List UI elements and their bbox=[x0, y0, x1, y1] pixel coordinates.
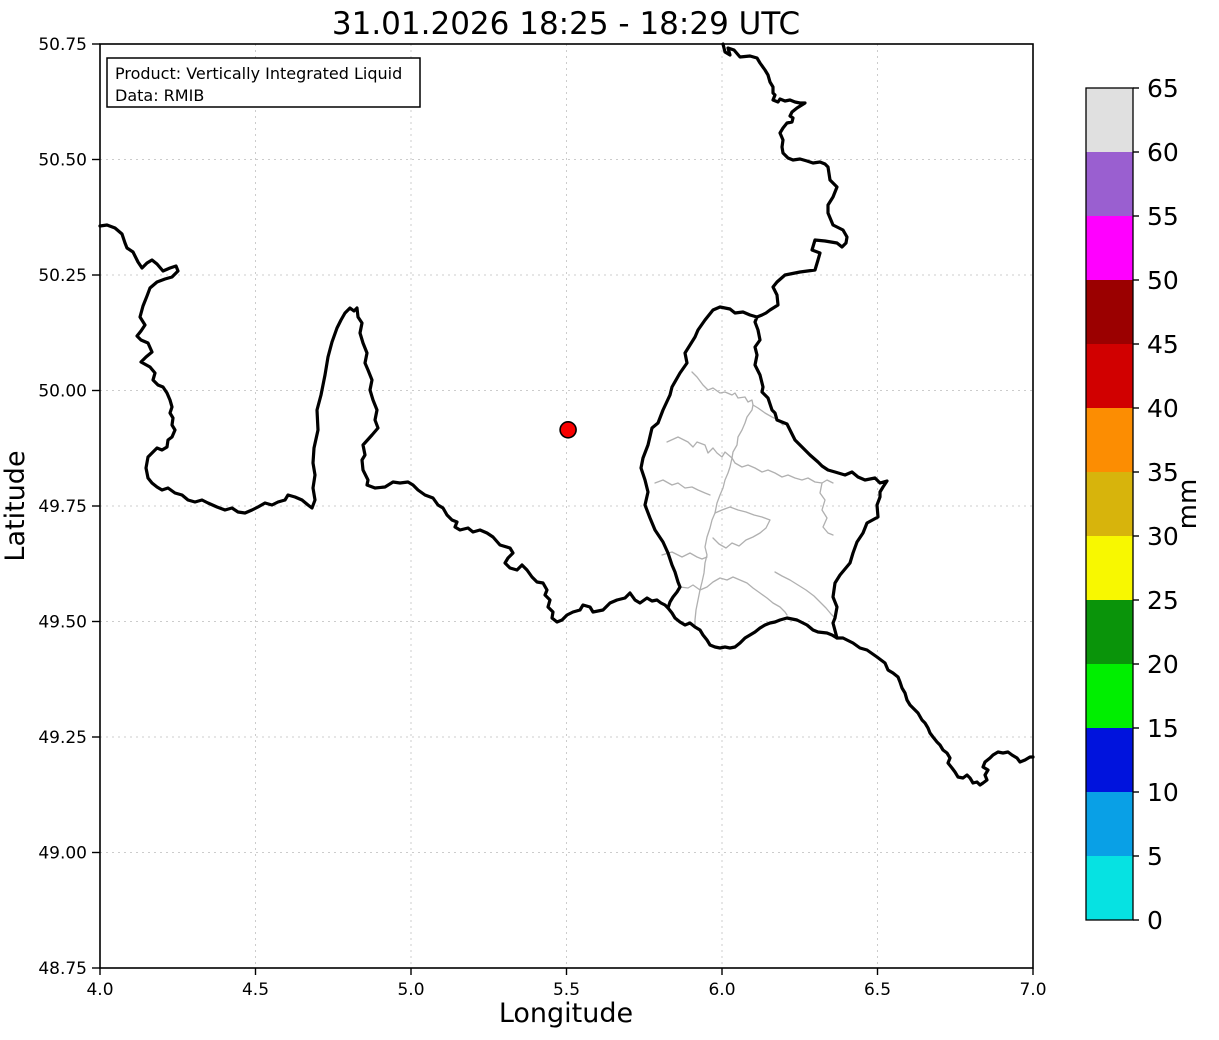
colorbar-tick-label: 55 bbox=[1147, 202, 1179, 231]
x-tick-label: 7.0 bbox=[1019, 980, 1046, 1000]
y-tick-label: 50.75 bbox=[38, 35, 87, 55]
colorbar-tick-label: 30 bbox=[1147, 522, 1179, 551]
info-box-product-line: Product: Vertically Integrated Liquid bbox=[115, 64, 402, 83]
radar-site-marker bbox=[559, 420, 577, 439]
y-tick-label: 49.50 bbox=[38, 613, 87, 633]
colorbar-tick-label: 50 bbox=[1147, 266, 1179, 295]
colorbar-segment bbox=[1086, 664, 1133, 728]
x-axis-ticks: 4.0 4.5 5.0 5.5 6.0 6.5 7.0 bbox=[86, 968, 1047, 1000]
canton-border bbox=[666, 436, 733, 459]
colorbar-segment bbox=[1086, 728, 1133, 792]
colorbar-tick-label: 65 bbox=[1147, 74, 1179, 103]
x-tick-label: 6.5 bbox=[864, 980, 891, 1000]
canton-border bbox=[661, 551, 708, 560]
border-belgium-germany bbox=[721, 42, 849, 319]
colorbar-tick-label: 35 bbox=[1147, 458, 1179, 487]
colorbar-segment bbox=[1086, 408, 1133, 472]
x-axis-label: Longitude bbox=[499, 998, 633, 1029]
colorbar-segment bbox=[1086, 536, 1133, 600]
canton-border bbox=[819, 482, 834, 536]
canton-border bbox=[679, 576, 788, 616]
y-axis-ticks: 50.75 50.50 50.25 50.00 49.75 49.50 49.25 49.00… bbox=[38, 35, 100, 979]
colorbar-segment bbox=[1086, 344, 1133, 408]
canton-border bbox=[654, 479, 711, 496]
colorbar-segment bbox=[1086, 280, 1133, 344]
border-france-germany bbox=[835, 636, 1035, 787]
canton-border bbox=[712, 506, 771, 549]
y-axis-label: Latitude bbox=[0, 450, 31, 561]
colorbar-segment bbox=[1086, 792, 1133, 856]
colorbar-tick-label: 40 bbox=[1147, 394, 1179, 423]
info-box: Product: Vertically Integrated Liquid Da… bbox=[106, 57, 421, 108]
colorbar-tick-label: 45 bbox=[1147, 330, 1179, 359]
colorbar-frame bbox=[1085, 87, 1134, 921]
colorbar-tick-label: 60 bbox=[1147, 138, 1179, 167]
colorbar-tick-label: 20 bbox=[1147, 650, 1179, 679]
canton-border bbox=[731, 457, 834, 484]
colorbar-segment bbox=[1086, 152, 1133, 216]
colorbar-segment bbox=[1086, 472, 1133, 536]
x-tick-label: 5.5 bbox=[553, 980, 580, 1000]
figure-title: 31.01.2026 18:25 - 18:29 UTC bbox=[332, 6, 800, 42]
y-tick-label: 49.00 bbox=[38, 844, 87, 864]
colorbar-segment bbox=[1086, 856, 1133, 920]
x-tick-label: 4.5 bbox=[242, 980, 269, 1000]
colorbar-segment bbox=[1086, 600, 1133, 664]
y-tick-label: 50.00 bbox=[38, 382, 87, 402]
border-france-belgium bbox=[98, 223, 670, 624]
x-tick-label: 6.0 bbox=[708, 980, 735, 1000]
colorbar-tick-label: 15 bbox=[1147, 714, 1179, 743]
y-tick-label: 49.75 bbox=[38, 497, 87, 517]
y-tick-label: 50.25 bbox=[38, 266, 87, 286]
canton-border bbox=[691, 371, 754, 627]
y-tick-label: 49.25 bbox=[38, 728, 87, 748]
colorbar-segment bbox=[1086, 88, 1133, 152]
colorbar-tick-label: 0 bbox=[1147, 906, 1163, 935]
colorbar-segment bbox=[1086, 216, 1133, 280]
x-tick-label: 5.0 bbox=[397, 980, 424, 1000]
luxembourg-canton-borders bbox=[654, 371, 836, 627]
y-tick-label: 50.50 bbox=[38, 151, 87, 171]
colorbar: 0 5 10 15 20 25 30 35 40 45 50 55 60 65 mm bbox=[1085, 74, 1203, 935]
info-box-frame bbox=[106, 57, 421, 108]
national-borders bbox=[98, 42, 1035, 787]
colorbar-tick-label: 10 bbox=[1147, 778, 1179, 807]
colorbar-segments bbox=[1086, 88, 1133, 920]
info-box-data-line: Data: RMIB bbox=[115, 86, 204, 105]
colorbar-ticks: 0 5 10 15 20 25 30 35 40 45 50 55 60 65 bbox=[1133, 74, 1179, 935]
canton-border bbox=[774, 571, 836, 619]
y-tick-label: 48.75 bbox=[38, 959, 87, 979]
colorbar-unit-label: mm bbox=[1173, 479, 1203, 530]
colorbar-tick-label: 5 bbox=[1147, 842, 1163, 871]
colorbar-tick-label: 25 bbox=[1147, 586, 1179, 615]
luxembourg-outline bbox=[639, 305, 889, 650]
x-tick-label: 4.0 bbox=[86, 980, 113, 1000]
